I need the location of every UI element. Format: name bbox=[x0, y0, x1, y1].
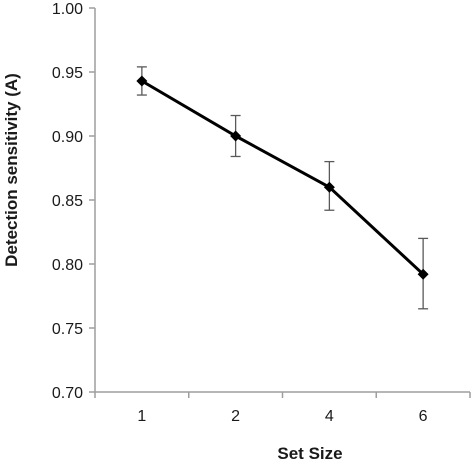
y-axis-ticks: 0.70 0.75 0.80 0.85 0.90 0.95 1.00 bbox=[52, 1, 95, 402]
series-line bbox=[141, 79, 425, 276]
data-point-marker bbox=[417, 268, 429, 280]
data-point-marker bbox=[323, 181, 335, 193]
y-tick-label: 0.85 bbox=[52, 193, 83, 210]
x-tick-label: 2 bbox=[231, 408, 240, 425]
x-axis-title: Set Size bbox=[277, 444, 342, 463]
x-tick-label: 1 bbox=[137, 408, 146, 425]
data-point-marker bbox=[230, 130, 242, 142]
y-tick-label: 0.80 bbox=[52, 257, 83, 274]
data-point-marker bbox=[136, 75, 148, 87]
y-tick-label: 0.90 bbox=[52, 129, 83, 146]
x-tick-label: 6 bbox=[419, 408, 428, 425]
y-tick-label: 1.00 bbox=[52, 1, 83, 18]
y-tick-label: 0.70 bbox=[52, 385, 83, 402]
x-tick-label: 4 bbox=[325, 408, 334, 425]
axes bbox=[94, 8, 470, 393]
y-tick-label: 0.75 bbox=[52, 321, 83, 338]
data-points bbox=[136, 75, 429, 280]
y-tick-label: 0.95 bbox=[52, 65, 83, 82]
y-axis-title: Detection sensitivity (A) bbox=[2, 73, 21, 267]
x-axis-ticks: 1 2 4 6 bbox=[94, 392, 471, 425]
